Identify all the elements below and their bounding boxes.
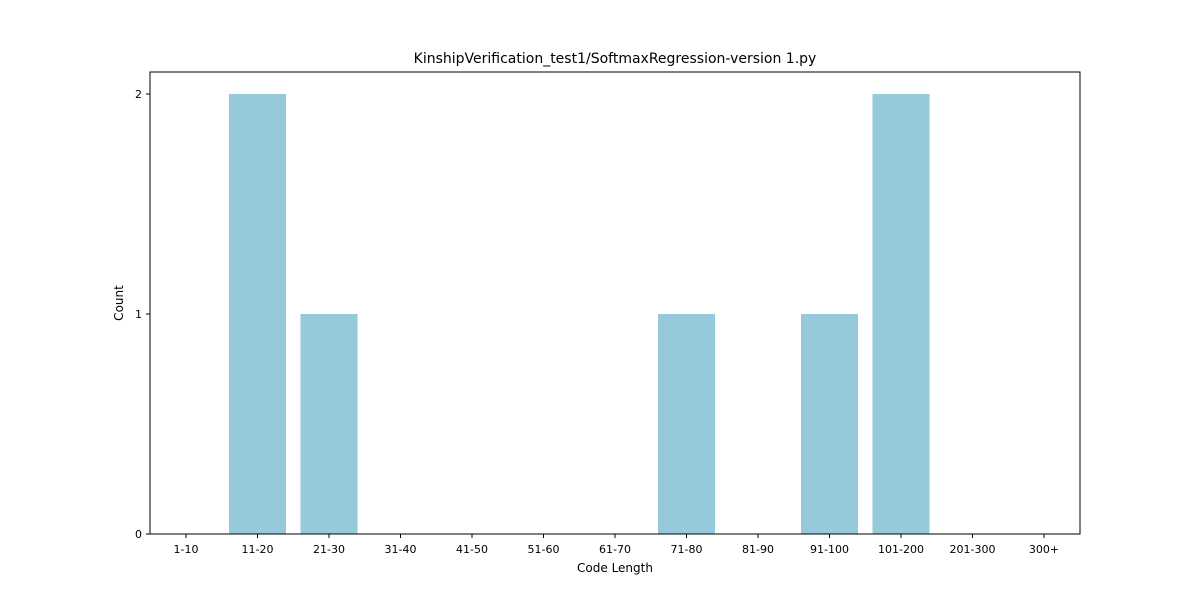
bar-71-80 [658,314,715,534]
x-tick-label: 51-60 [528,543,560,556]
bar-11-20 [229,94,286,534]
bars-group [229,94,930,534]
bar-91-100 [801,314,858,534]
y-tick-label: 0 [135,528,142,541]
x-tick-label: 41-50 [456,543,488,556]
x-tick-label: 21-30 [313,543,345,556]
bar-21-30 [300,314,358,534]
x-tick-label: 300+ [1029,543,1059,556]
chart-title: KinshipVerification_test1/SoftmaxRegress… [414,51,817,67]
x-tick-label: 81-90 [742,543,774,556]
plot-frame [149,71,1081,535]
x-tick-label: 31-40 [385,543,417,556]
y-axis-label: Count [112,285,126,321]
x-tick-label: 91-100 [810,543,849,556]
x-tick-label: 201-300 [950,543,996,556]
y-axis-ticks: 0 1 2 [135,88,150,541]
x-axis-label: Code Length [577,561,653,575]
x-tick-label: 71-80 [671,543,703,556]
x-axis-ticks: 1-10 11-20 21-30 31-40 41-50 51-60 61-70 71-80 8… [174,534,1059,556]
y-tick-label: 1 [135,308,142,321]
x-tick-label: 61-70 [599,543,631,556]
x-tick-label: 101-200 [878,543,924,556]
bar-101-200 [872,94,930,534]
x-tick-label: 11-20 [242,543,274,556]
y-tick-label: 2 [135,88,142,101]
x-tick-label: 1-10 [174,543,199,556]
